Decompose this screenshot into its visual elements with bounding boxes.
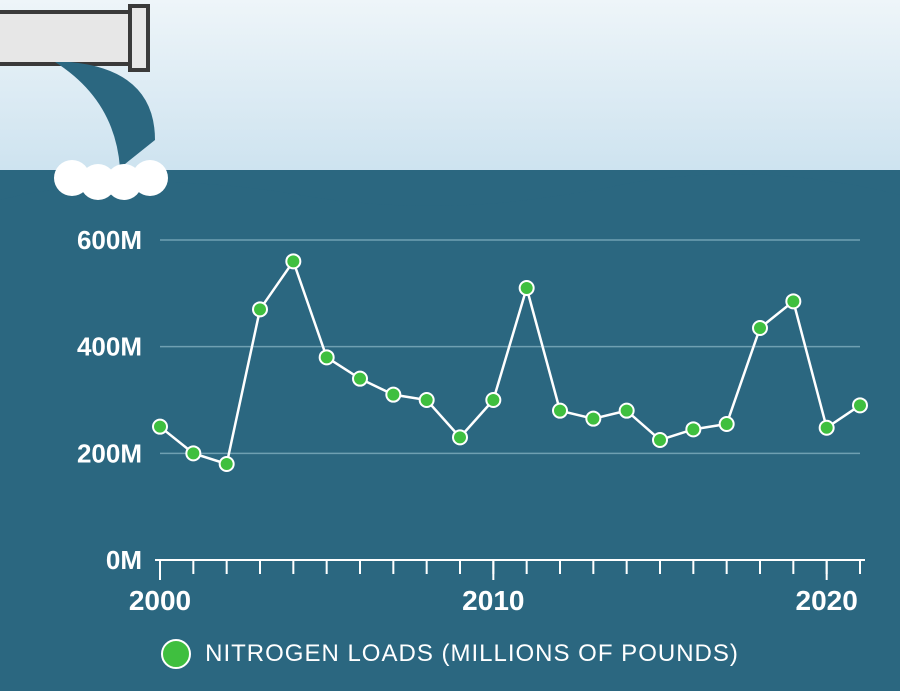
svg-text:2010: 2010 <box>462 585 524 616</box>
svg-text:200M: 200M <box>77 438 142 468</box>
legend-marker-icon <box>161 639 191 669</box>
nitrogen-chart: 0M 200M 400M 600M 2000 2010 2020 <box>50 230 870 650</box>
pipe-illustration <box>0 0 220 220</box>
svg-text:2020: 2020 <box>796 585 858 616</box>
infographic-container: 0M 200M 400M 600M 2000 2010 2020 NITROGEN LOAD… <box>0 0 900 691</box>
legend-text: NITROGEN LOADS (MILLIONS OF POUNDS) <box>205 640 739 668</box>
svg-text:2000: 2000 <box>129 585 191 616</box>
svg-text:600M: 600M <box>77 230 142 255</box>
legend: NITROGEN LOADS (MILLIONS OF POUNDS) <box>0 639 900 669</box>
svg-text:400M: 400M <box>77 332 142 362</box>
svg-text:0M: 0M <box>106 545 142 575</box>
